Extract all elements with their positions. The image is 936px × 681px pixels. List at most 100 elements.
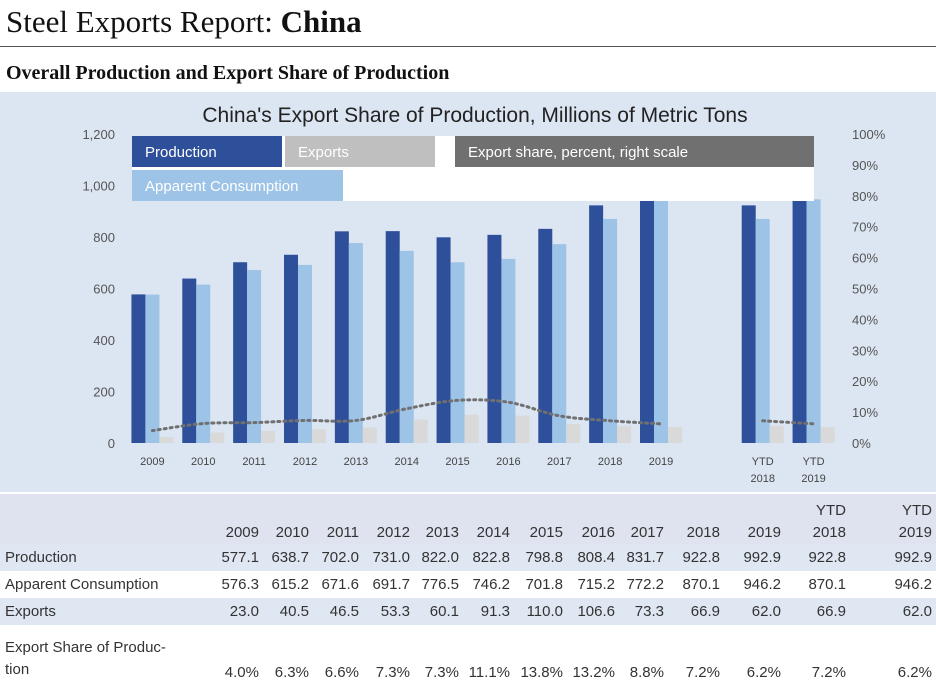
table-cell: 715.2 [567, 571, 619, 598]
left-axis-tick-label: 800 [93, 230, 115, 245]
table-row-label: Export Share of Produc-tion [0, 625, 214, 681]
section-title: Overall Production and Export Share of P… [6, 62, 450, 84]
production-bar [131, 294, 146, 443]
title-divider [0, 46, 936, 47]
left-axis-tick-label: 400 [93, 333, 115, 348]
table-cell: 746.2 [463, 571, 514, 598]
table-cell: 946.2 [724, 571, 785, 598]
table-column-header: 2012 [363, 494, 414, 544]
legend-export-share-label: Export share, percent, right scale [468, 144, 688, 161]
x-axis-tick-label: YTD 2019 [801, 456, 825, 485]
table-cell: 13.2% [567, 625, 619, 681]
table-header-row: 2009 2010 2011 2012 2013 2014 2015 2016 2017 2018… [0, 494, 936, 544]
right-axis-tick-label: 10% [852, 405, 878, 420]
exports-bar [617, 425, 632, 443]
export-share-line [761, 419, 816, 426]
table-cell: 8.8% [619, 625, 668, 681]
consumption-bar [196, 284, 211, 443]
legend-consumption-swatch [132, 170, 343, 201]
table-column-header: 2010 [263, 494, 313, 544]
x-axis-tick-label: 2017 [547, 456, 571, 468]
table-cell: 40.5 [263, 598, 313, 625]
x-axis-tick-label: 2016 [496, 456, 520, 468]
right-axis-tick-label: 100% [852, 127, 886, 142]
table-cell: 798.8 [514, 544, 567, 571]
table-cell: 7.2% [785, 625, 850, 681]
production-bar [182, 278, 197, 443]
legend-production-label: Production [145, 144, 217, 161]
chart: China's Export Share of Production, Mill… [82, 104, 886, 485]
x-axis-tick-label: 2019 [649, 456, 673, 468]
table-cell: 831.7 [619, 544, 668, 571]
table-column-header: 2013 [414, 494, 463, 544]
exports-bar [769, 425, 784, 443]
table-cell: 992.9 [850, 544, 936, 571]
table-row-label: Apparent Consumption [0, 571, 214, 598]
table-cell: 53.3 [363, 598, 414, 625]
legend-export-share-swatch [455, 136, 814, 167]
table-cell: 46.5 [313, 598, 363, 625]
consumption-bar [552, 244, 567, 443]
table-cell: 822.8 [463, 544, 514, 571]
exports-bar [566, 424, 581, 443]
table-cell: 13.8% [514, 625, 567, 681]
table-cell: 60.1 [414, 598, 463, 625]
table-cell: 822.0 [414, 544, 463, 571]
production-bar [233, 262, 248, 443]
consumption-bar [450, 262, 465, 443]
exports-bar [464, 414, 479, 443]
table-column-header: 2009 [214, 494, 263, 544]
right-axis-tick-label: 20% [852, 374, 878, 389]
table-cell: 6.2% [724, 625, 785, 681]
table-column-header: YTD 2018 [785, 494, 850, 544]
table-cell: 62.0 [850, 598, 936, 625]
table-row: Production 577.1 638.7 702.0 731.0 822.0 822.8… [0, 544, 936, 571]
table-cell: 992.9 [724, 544, 785, 571]
x-axis-tick-label: YTD 2018 [750, 456, 774, 485]
exports-bar [413, 419, 428, 443]
table-cell: 870.1 [785, 571, 850, 598]
exports-bar [668, 427, 682, 443]
table-cell: 6.3% [263, 625, 313, 681]
table-cell: 7.3% [363, 625, 414, 681]
x-axis-tick-label: 2011 [242, 456, 266, 468]
exports-bar [362, 427, 377, 443]
table-cell: 66.9 [668, 598, 724, 625]
left-axis-tick-label: 600 [93, 282, 115, 297]
consumption-bar [298, 264, 312, 443]
table-cell: 776.5 [414, 571, 463, 598]
exports-bar [159, 437, 174, 443]
table-cell: 731.0 [363, 544, 414, 571]
table-body: Production 577.1 638.7 702.0 731.0 822.0 822.8… [0, 544, 936, 681]
table-cell: 946.2 [850, 571, 936, 598]
chart-title: China's Export Share of Production, Mill… [202, 104, 747, 127]
table-cell: 110.0 [514, 598, 567, 625]
left-axis-tick-label: 0 [108, 436, 115, 451]
table-header-blank [0, 494, 214, 544]
consumption-bar [654, 199, 668, 443]
table-column-header: 2016 [567, 494, 619, 544]
table-cell: 62.0 [724, 598, 785, 625]
left-axis-tick-label: 200 [93, 385, 115, 400]
table-cell: 671.6 [313, 571, 363, 598]
x-axis-tick-label: 2012 [293, 456, 317, 468]
consumption-bar [806, 199, 821, 443]
table-cell: 4.0% [214, 625, 263, 681]
right-axis-tick-label: 70% [852, 220, 878, 235]
production-bar [436, 237, 451, 443]
table-cell: 7.2% [668, 625, 724, 681]
consumption-bar [348, 243, 363, 443]
table-row: Export Share of Produc-tion 4.0% 6.3% 6.6% 7… [0, 625, 936, 681]
right-axis-tick-label: 50% [852, 282, 878, 297]
x-axis-tick-label: 2009 [140, 456, 164, 468]
report-title-prefix: Steel Exports Report: [6, 4, 281, 39]
table-column-header: 2014 [463, 494, 514, 544]
production-bar [385, 231, 400, 443]
table-cell: 870.1 [668, 571, 724, 598]
right-axis-tick-label: 80% [852, 189, 878, 204]
table-cell: 106.6 [567, 598, 619, 625]
production-bar [284, 254, 298, 443]
report-title: Steel Exports Report: China [6, 4, 362, 40]
consumption-bar [755, 218, 770, 443]
report-title-country: China [280, 4, 362, 39]
